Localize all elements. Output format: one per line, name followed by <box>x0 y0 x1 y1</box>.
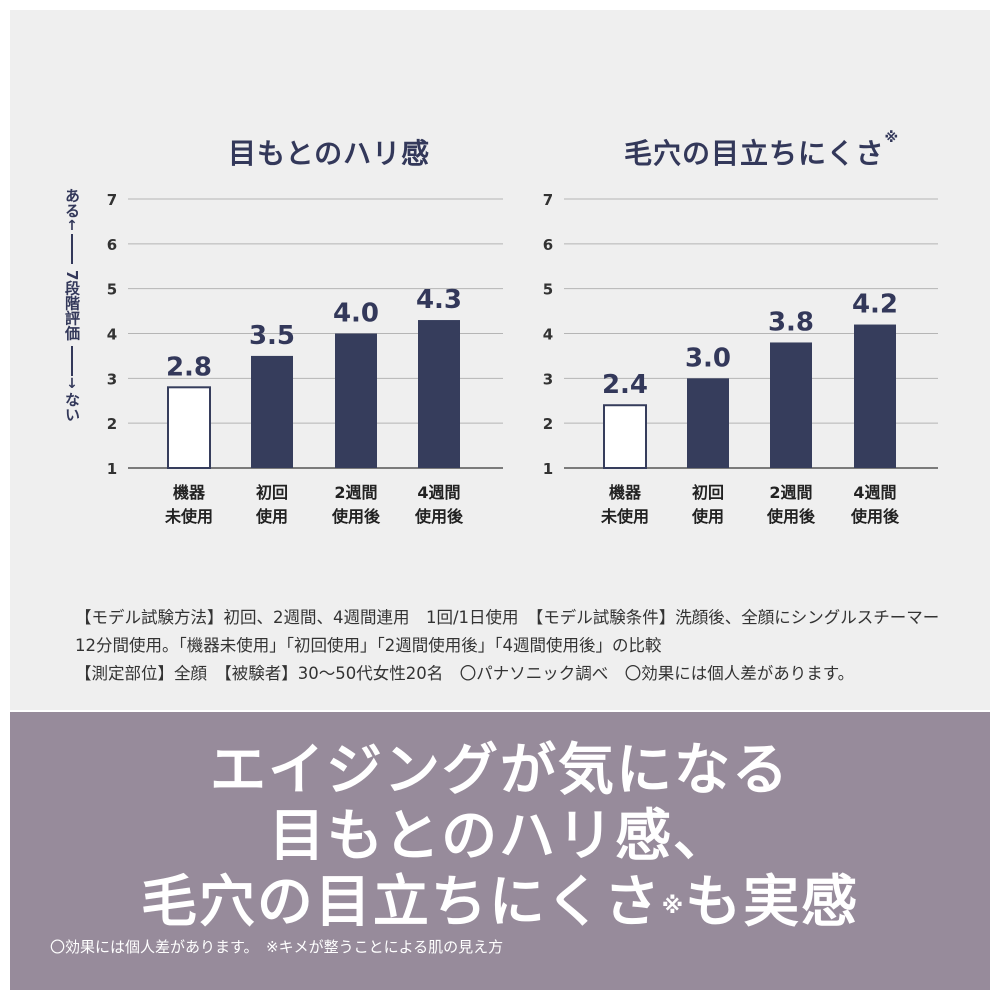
charts-canvas: 1 2 3 4 5 6 7 2.8 機器未使用 3.5 初回使用 4.0 2週間使用後 4.3 4週間使用後… <box>107 191 938 526</box>
y-tick-label: 1 <box>107 460 117 478</box>
x-tick-label: 未使用 <box>600 507 649 526</box>
x-tick-label: 使用後 <box>766 507 816 526</box>
arrow-down-icon: ↓ <box>66 376 78 393</box>
y-axis-label-middle: 7段階評価 <box>63 270 81 341</box>
y-tick-label: 7 <box>107 191 117 209</box>
data-label: 3.0 <box>685 343 731 373</box>
y-tick-label: 1 <box>543 460 553 478</box>
headline-line-1: エイジングが気になる <box>210 738 790 803</box>
chart-panel <box>10 10 990 710</box>
bar <box>167 386 211 469</box>
x-tick-label: 使用 <box>691 507 724 526</box>
x-tick-label: 4週間 <box>853 483 896 502</box>
data-label: 2.4 <box>602 370 648 400</box>
x-tick-label: 未使用 <box>164 507 213 526</box>
x-tick-label: 2週間 <box>769 483 812 502</box>
x-tick-label: 使用後 <box>331 507 381 526</box>
y-tick-label: 6 <box>107 236 117 254</box>
x-tick-label: 初回 <box>256 483 288 502</box>
bar <box>770 342 812 468</box>
x-tick-label: 初回 <box>692 483 724 502</box>
x-tick-label: 使用 <box>255 507 288 526</box>
arrow-up-icon: ↑ <box>66 218 78 234</box>
y-tick-label: 6 <box>543 236 553 254</box>
y-axis-label: ある ↑ 7段階評価 ↓ ない <box>60 188 84 422</box>
headline-line-3: 毛穴の目立ちにくさ※も実感 <box>140 870 860 935</box>
headline-line-2: 目もとのハリ感、 <box>268 804 732 869</box>
bar <box>335 333 377 468</box>
data-label: 4.2 <box>852 290 898 320</box>
y-tick-label: 2 <box>543 415 553 433</box>
data-label: 4.3 <box>416 285 462 315</box>
chart-title-pore-visibility: 毛穴の目立ちにくさ※ <box>624 130 900 170</box>
chart-title-eye-firmness: 目もとのハリ感 <box>228 137 431 170</box>
bar <box>687 378 729 468</box>
axis-line-icon <box>71 346 73 377</box>
test-conditions-note: 【モデル試験方法】初回、2週間、4週間連用 1回/1日使用 【モデル試験条件】洗… <box>75 608 940 683</box>
x-tick-label: 機器 <box>173 483 206 502</box>
headline: エイジングが気になる 目もとのハリ感、 毛穴の目立ちにくさ※も実感 <box>10 738 990 936</box>
x-tick-label: 4週間 <box>417 483 460 502</box>
x-tick-label: 使用後 <box>850 507 900 526</box>
bar <box>854 324 896 468</box>
y-axis-label-bottom: ない <box>63 392 81 423</box>
y-axis-label-top: ある <box>63 188 81 218</box>
data-label: 4.0 <box>333 299 379 329</box>
data-label: 2.8 <box>166 352 212 382</box>
y-tick-label: 3 <box>543 370 553 388</box>
y-tick-label: 7 <box>543 191 553 209</box>
y-tick-label: 4 <box>543 326 553 344</box>
x-tick-label: 2週間 <box>334 483 377 502</box>
data-label: 3.5 <box>249 321 295 351</box>
y-tick-label: 5 <box>107 281 117 299</box>
data-label: 3.8 <box>768 307 814 337</box>
headline-banner: エイジングが気になる 目もとのハリ感、 毛穴の目立ちにくさ※も実感 〇効果には個… <box>10 712 990 990</box>
y-tick-label: 2 <box>107 415 117 433</box>
y-tick-label: 5 <box>543 281 553 299</box>
y-tick-label: 4 <box>107 326 117 344</box>
bar <box>603 404 647 470</box>
y-tick-label: 3 <box>107 370 117 388</box>
bar <box>418 320 460 468</box>
x-tick-label: 使用後 <box>414 507 464 526</box>
x-tick-label: 機器 <box>609 483 642 502</box>
bar <box>251 355 293 468</box>
axis-line-icon <box>71 234 73 264</box>
footnote: 〇効果には個人差があります。 ※キメが整うことによる肌の見え方 <box>50 938 504 956</box>
